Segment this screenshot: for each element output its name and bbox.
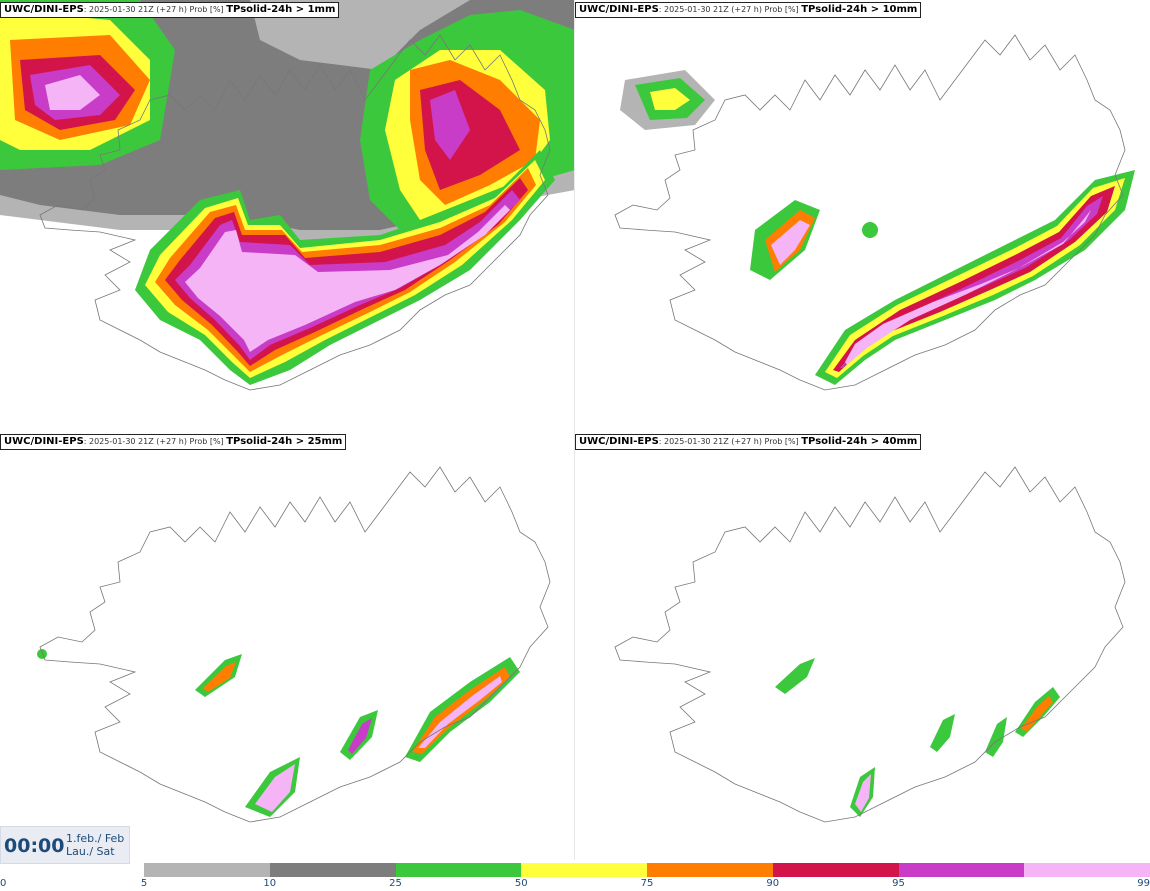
date-line-1: 1.feb./ Feb [66,832,125,845]
map-panel-40mm: UWC/DINI-EPS: 2025-01-30 21Z (+27 h) Pro… [575,432,1150,862]
model-label: UWC/DINI-EPS [4,4,84,15]
model-label: UWC/DINI-EPS [579,4,659,15]
colorbar-segment [647,863,773,877]
probability-map [575,0,1150,430]
run-meta: : 2025-01-30 21Z (+27 h) Prob [%] [658,5,802,14]
colorbar-segment [898,863,1025,877]
map-panel-10mm: UWC/DINI-EPS: 2025-01-30 21Z (+27 h) Pro… [575,0,1150,430]
colorbar-segment [269,863,396,877]
panel-title: UWC/DINI-EPS: 2025-01-30 21Z (+27 h) Pro… [0,434,347,450]
colorbar-segment [395,863,522,877]
valid-time: 00:00 [4,835,65,857]
colorbar-tick-label: 90 [766,878,780,889]
parameter-label: TPsolid-24h > 25mm [226,436,343,447]
run-meta: : 2025-01-30 21Z (+27 h) Prob [%] [83,437,227,446]
colorbar-segment [521,863,647,877]
valid-time-box: 00:00 1.feb./ Feb Lau./ Sat [0,826,130,864]
probability-colorbar [144,863,1150,877]
panel-divider [574,0,575,860]
colorbar-tick-label: 25 [389,878,402,889]
panel-title: UWC/DINI-EPS: 2025-01-30 21Z (+27 h) Pro… [575,434,922,450]
probability-map [575,432,1150,862]
model-label: UWC/DINI-EPS [4,436,84,447]
valid-date: 1.feb./ Feb Lau./ Sat [66,832,124,858]
colorbar-tick-label: 10 [263,878,277,889]
colorbar-tick-label: 95 [892,878,905,889]
panel-title: UWC/DINI-EPS: 2025-01-30 21Z (+27 h) Pro… [575,2,922,18]
model-label: UWC/DINI-EPS [579,436,659,447]
colorbar-segment [144,863,270,877]
map-panel-25mm: UWC/DINI-EPS: 2025-01-30 21Z (+27 h) Pro… [0,432,575,862]
colorbar-tick-label: 50 [514,878,528,889]
probability-map [0,0,575,430]
colorbar-tick-label: 75 [640,878,654,889]
parameter-label: TPsolid-24h > 10mm [801,4,918,15]
parameter-label: TPsolid-24h > 40mm [801,436,918,447]
colorbar-segment [1024,863,1150,877]
colorbar-tick-label: 5 [140,878,148,889]
colorbar-segment [772,863,899,877]
run-meta: : 2025-01-30 21Z (+27 h) Prob [%] [83,5,227,14]
colorbar-tick-label: 0 [0,878,7,889]
panel-title: UWC/DINI-EPS: 2025-01-30 21Z (+27 h) Pro… [0,2,340,18]
parameter-label: TPsolid-24h > 1mm [226,4,336,15]
colorbar-tick-label: 99 [1137,878,1150,889]
date-line-2: Lau./ Sat [66,845,115,858]
probability-map [0,432,575,862]
map-panel-1mm: UWC/DINI-EPS: 2025-01-30 21Z (+27 h) Pro… [0,0,575,430]
run-meta: : 2025-01-30 21Z (+27 h) Prob [%] [658,437,802,446]
